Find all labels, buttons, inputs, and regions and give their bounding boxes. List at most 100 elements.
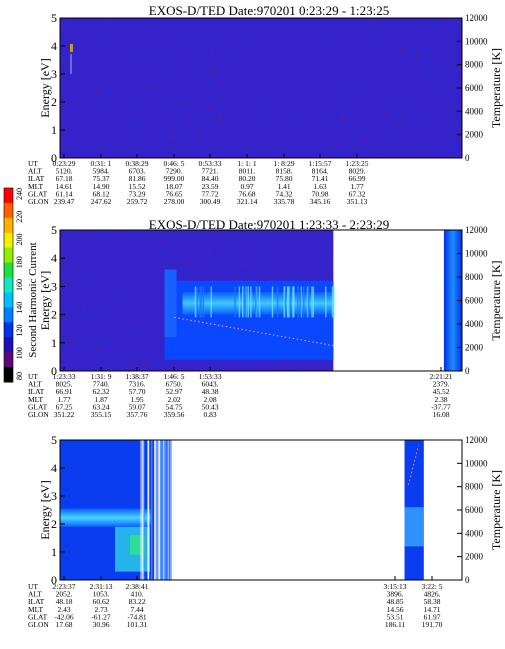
orbit-cell: -42.06 (54, 612, 74, 621)
y-tick-label: 0 (51, 573, 57, 587)
y-tick-label: 1 (51, 336, 57, 350)
orbit-row-label: MLT (28, 605, 44, 614)
orbit-cell: 8158. (276, 167, 293, 176)
colorbar-segment (4, 367, 13, 383)
orbit-cell: 247.62 (91, 197, 112, 206)
orbit-cell: 1:31: 9 (90, 372, 111, 381)
y-axis-label: Energy [eV] (38, 480, 52, 539)
orbit-cell: 59.07 (129, 402, 146, 411)
orbit-cell: 0:53:33 (199, 159, 222, 168)
orbit-cell: 58.38 (424, 597, 441, 606)
panel-title: EXOS-D/TED Date:970201 0:23:29 - 1:23:25 (149, 3, 389, 18)
y2-axis-label: Temperature [K] (489, 470, 503, 550)
orbit-cell: 67.32 (349, 189, 366, 198)
orbit-cell: 0:46: 5 (163, 159, 184, 168)
y-tick-label: 3 (51, 67, 57, 81)
orbit-cell: 321.14 (237, 197, 258, 206)
orbit-cell: 101.31 (127, 620, 148, 629)
colorbar-tick-label: 200 (15, 234, 24, 246)
orbit-row-label: ILAT (28, 387, 45, 396)
y-tick-label: 1 (51, 545, 57, 559)
orbit-cell: 48.38 (202, 387, 219, 396)
colorbar-segment (4, 217, 13, 234)
colorbar-segment (4, 322, 13, 338)
orbit-cell: 2379. (433, 380, 450, 389)
y2-tick-label: 0 (465, 153, 470, 163)
orbit-cell: 7740. (93, 380, 110, 389)
orbit-cell: 1:23:33 (53, 372, 76, 381)
orbit-cell: 81.86 (129, 174, 146, 183)
y-tick-label: 0 (51, 151, 57, 165)
orbit-cell: 0.97 (240, 182, 253, 191)
orbit-cell: 17.68 (56, 620, 73, 629)
orbit-row-label: MLT (28, 395, 44, 404)
orbit-cell: 410. (130, 590, 143, 599)
orbit-cell: 8029. (349, 167, 366, 176)
spectrogram-image (60, 230, 462, 372)
orbit-row-label: UT (28, 372, 38, 381)
y-tick-label: 5 (51, 223, 57, 237)
colorbar-tick-label: 180 (15, 256, 24, 268)
orbit-cell: 77.72 (202, 189, 219, 198)
y-tick-label: 5 (51, 11, 57, 25)
y2-tick-label: 2000 (465, 552, 484, 562)
orbit-cell: 1:53:33 (199, 372, 222, 381)
orbit-cell: 73.29 (129, 189, 146, 198)
orbit-cell: 2:21:21 (430, 372, 453, 381)
orbit-cell: 71.41 (312, 174, 329, 183)
orbit-cell: 0:23:29 (53, 159, 76, 168)
panel-1: EXOS-D/TED Date:970201 0:23:29 - 1:23:25… (28, 3, 503, 206)
orbit-cell: 1.41 (277, 182, 290, 191)
orbit-cell: 62.32 (93, 387, 110, 396)
orbit-cell: 66.99 (349, 174, 366, 183)
orbit-row-label: GLAT (28, 189, 48, 198)
orbit-cell: 60.62 (93, 597, 110, 606)
orbit-cell: 70.98 (312, 189, 329, 198)
y2-tick-label: 10000 (465, 249, 488, 259)
y-tick-label: 3 (51, 489, 57, 503)
orbit-row-label: ALT (28, 380, 42, 389)
y2-tick-label: 8000 (465, 60, 484, 70)
y2-tick-label: 0 (465, 575, 470, 585)
orbit-cell: 1: 1: 1 (237, 159, 256, 168)
orbit-cell: 1053. (93, 590, 110, 599)
colorbar-segment (4, 277, 13, 293)
orbit-cell: 7721. (202, 167, 219, 176)
orbit-cell: 57.70 (129, 387, 146, 396)
orbit-cell: 1.87 (94, 395, 107, 404)
orbit-cell: 1:46: 5 (163, 372, 184, 381)
spectrogram-image (60, 440, 424, 580)
orbit-cell: 239.47 (54, 197, 75, 206)
orbit-row-label: GLON (28, 410, 49, 419)
orbit-cell: -74.81 (127, 612, 147, 621)
orbit-cell: 2.43 (57, 605, 70, 614)
y2-tick-label: 10000 (465, 36, 488, 46)
orbit-cell: 18.07 (166, 182, 183, 191)
orbit-cell: 999.00 (164, 174, 185, 183)
orbit-row-label: GLAT (28, 402, 48, 411)
colorbar-tick-label: 220 (15, 211, 24, 223)
orbit-cell: 2:31:13 (90, 582, 113, 591)
orbit-cell: 3:15:13 (384, 582, 407, 591)
orbit-cell: 63.24 (93, 402, 110, 411)
orbit-cell: 83.22 (129, 597, 146, 606)
orbit-cell: 54.75 (166, 402, 183, 411)
orbit-cell: 186.11 (385, 620, 406, 629)
orbit-cell: 1: 8:29 (273, 159, 294, 168)
y-tick-label: 3 (51, 279, 57, 293)
colorbar-label: Second Harmonic Current (27, 242, 39, 357)
orbit-cell: 359.56 (164, 410, 185, 419)
orbit-cell: 191.70 (422, 620, 443, 629)
y2-tick-label: 2000 (465, 343, 484, 353)
orbit-cell: 84.40 (202, 174, 219, 183)
y2-axis-label: Temperature [K] (489, 48, 503, 128)
y-tick-label: 4 (51, 461, 57, 475)
panel-title: EXOS-D/TED Date:970201 1:23:33 - 2:23:29 (149, 217, 389, 232)
orbit-cell: 2.38 (434, 395, 447, 404)
orbit-row-label: GLON (28, 197, 49, 206)
y-tick-label: 4 (51, 39, 57, 53)
orbit-cell: 14.61 (56, 182, 73, 191)
colorbar-segment (4, 262, 13, 279)
orbit-cell: 1.95 (130, 395, 143, 404)
orbit-cell: 67.18 (56, 174, 73, 183)
